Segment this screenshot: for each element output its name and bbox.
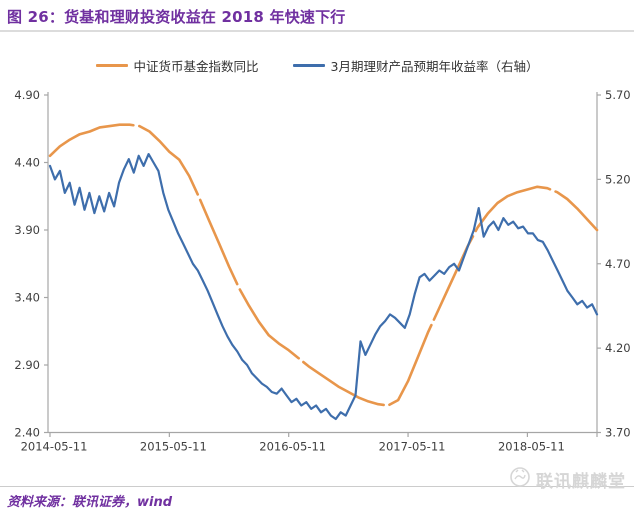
right-axis-tick-label: 5.70 [605,88,631,102]
left-axis-tick-label: 4.40 [14,156,40,170]
watermark: 联讯麒麟堂 [509,466,626,493]
left-axis-tick-label: 4.90 [14,88,40,102]
x-axis-tick-label: 2017-05-11 [379,440,446,454]
title-divider [0,30,634,32]
right-axis-tick-label: 4.20 [605,341,631,355]
legend-swatch-blue-line [292,63,325,67]
left-axis-tick-label: 2.90 [14,358,40,372]
series-line-wmp-yield [48,153,599,421]
right-axis-tick-label: 3.70 [605,426,631,440]
right-axis-tick-label: 4.70 [605,257,631,271]
x-axis-tick-label: 2015-05-11 [140,440,207,454]
legend-swatch-orange-line [95,63,128,67]
x-axis-tick-label: 2018-05-11 [498,440,565,454]
legend-label-wmp-yield: 3月期理财产品预期年收益率（右轴） [330,58,539,74]
x-axis-tick-label: 2016-05-11 [259,440,326,454]
legend-label-money-fund-index: 中证货币基金指数同比 [133,58,259,74]
x-axis-tick-label: 2014-05-11 [21,440,88,454]
left-axis-tick-label: 3.40 [14,291,40,305]
kylin-logo-icon [509,466,531,493]
footer-divider [0,486,634,487]
legend-item-wmp-yield: 3月期理财产品预期年收益率（右轴） [292,56,539,75]
chart-legend: 中证货币基金指数同比 3月期理财产品预期年收益率（右轴） [0,54,634,76]
watermark-text: 联讯麒麟堂 [536,472,626,492]
right-axis-tick-label: 5.20 [605,172,631,186]
legend-item-money-fund-index: 中证货币基金指数同比 [95,56,259,75]
left-axis-tick-label: 2.40 [14,426,40,440]
source-note: 资料来源：联讯证券，wind [7,495,173,510]
figure-title: 图 26：货基和理财投资收益在 2018 年快速下行 [7,8,346,26]
series-line-money-fund-index [48,123,599,407]
left-axis-tick-label: 3.90 [14,223,40,237]
